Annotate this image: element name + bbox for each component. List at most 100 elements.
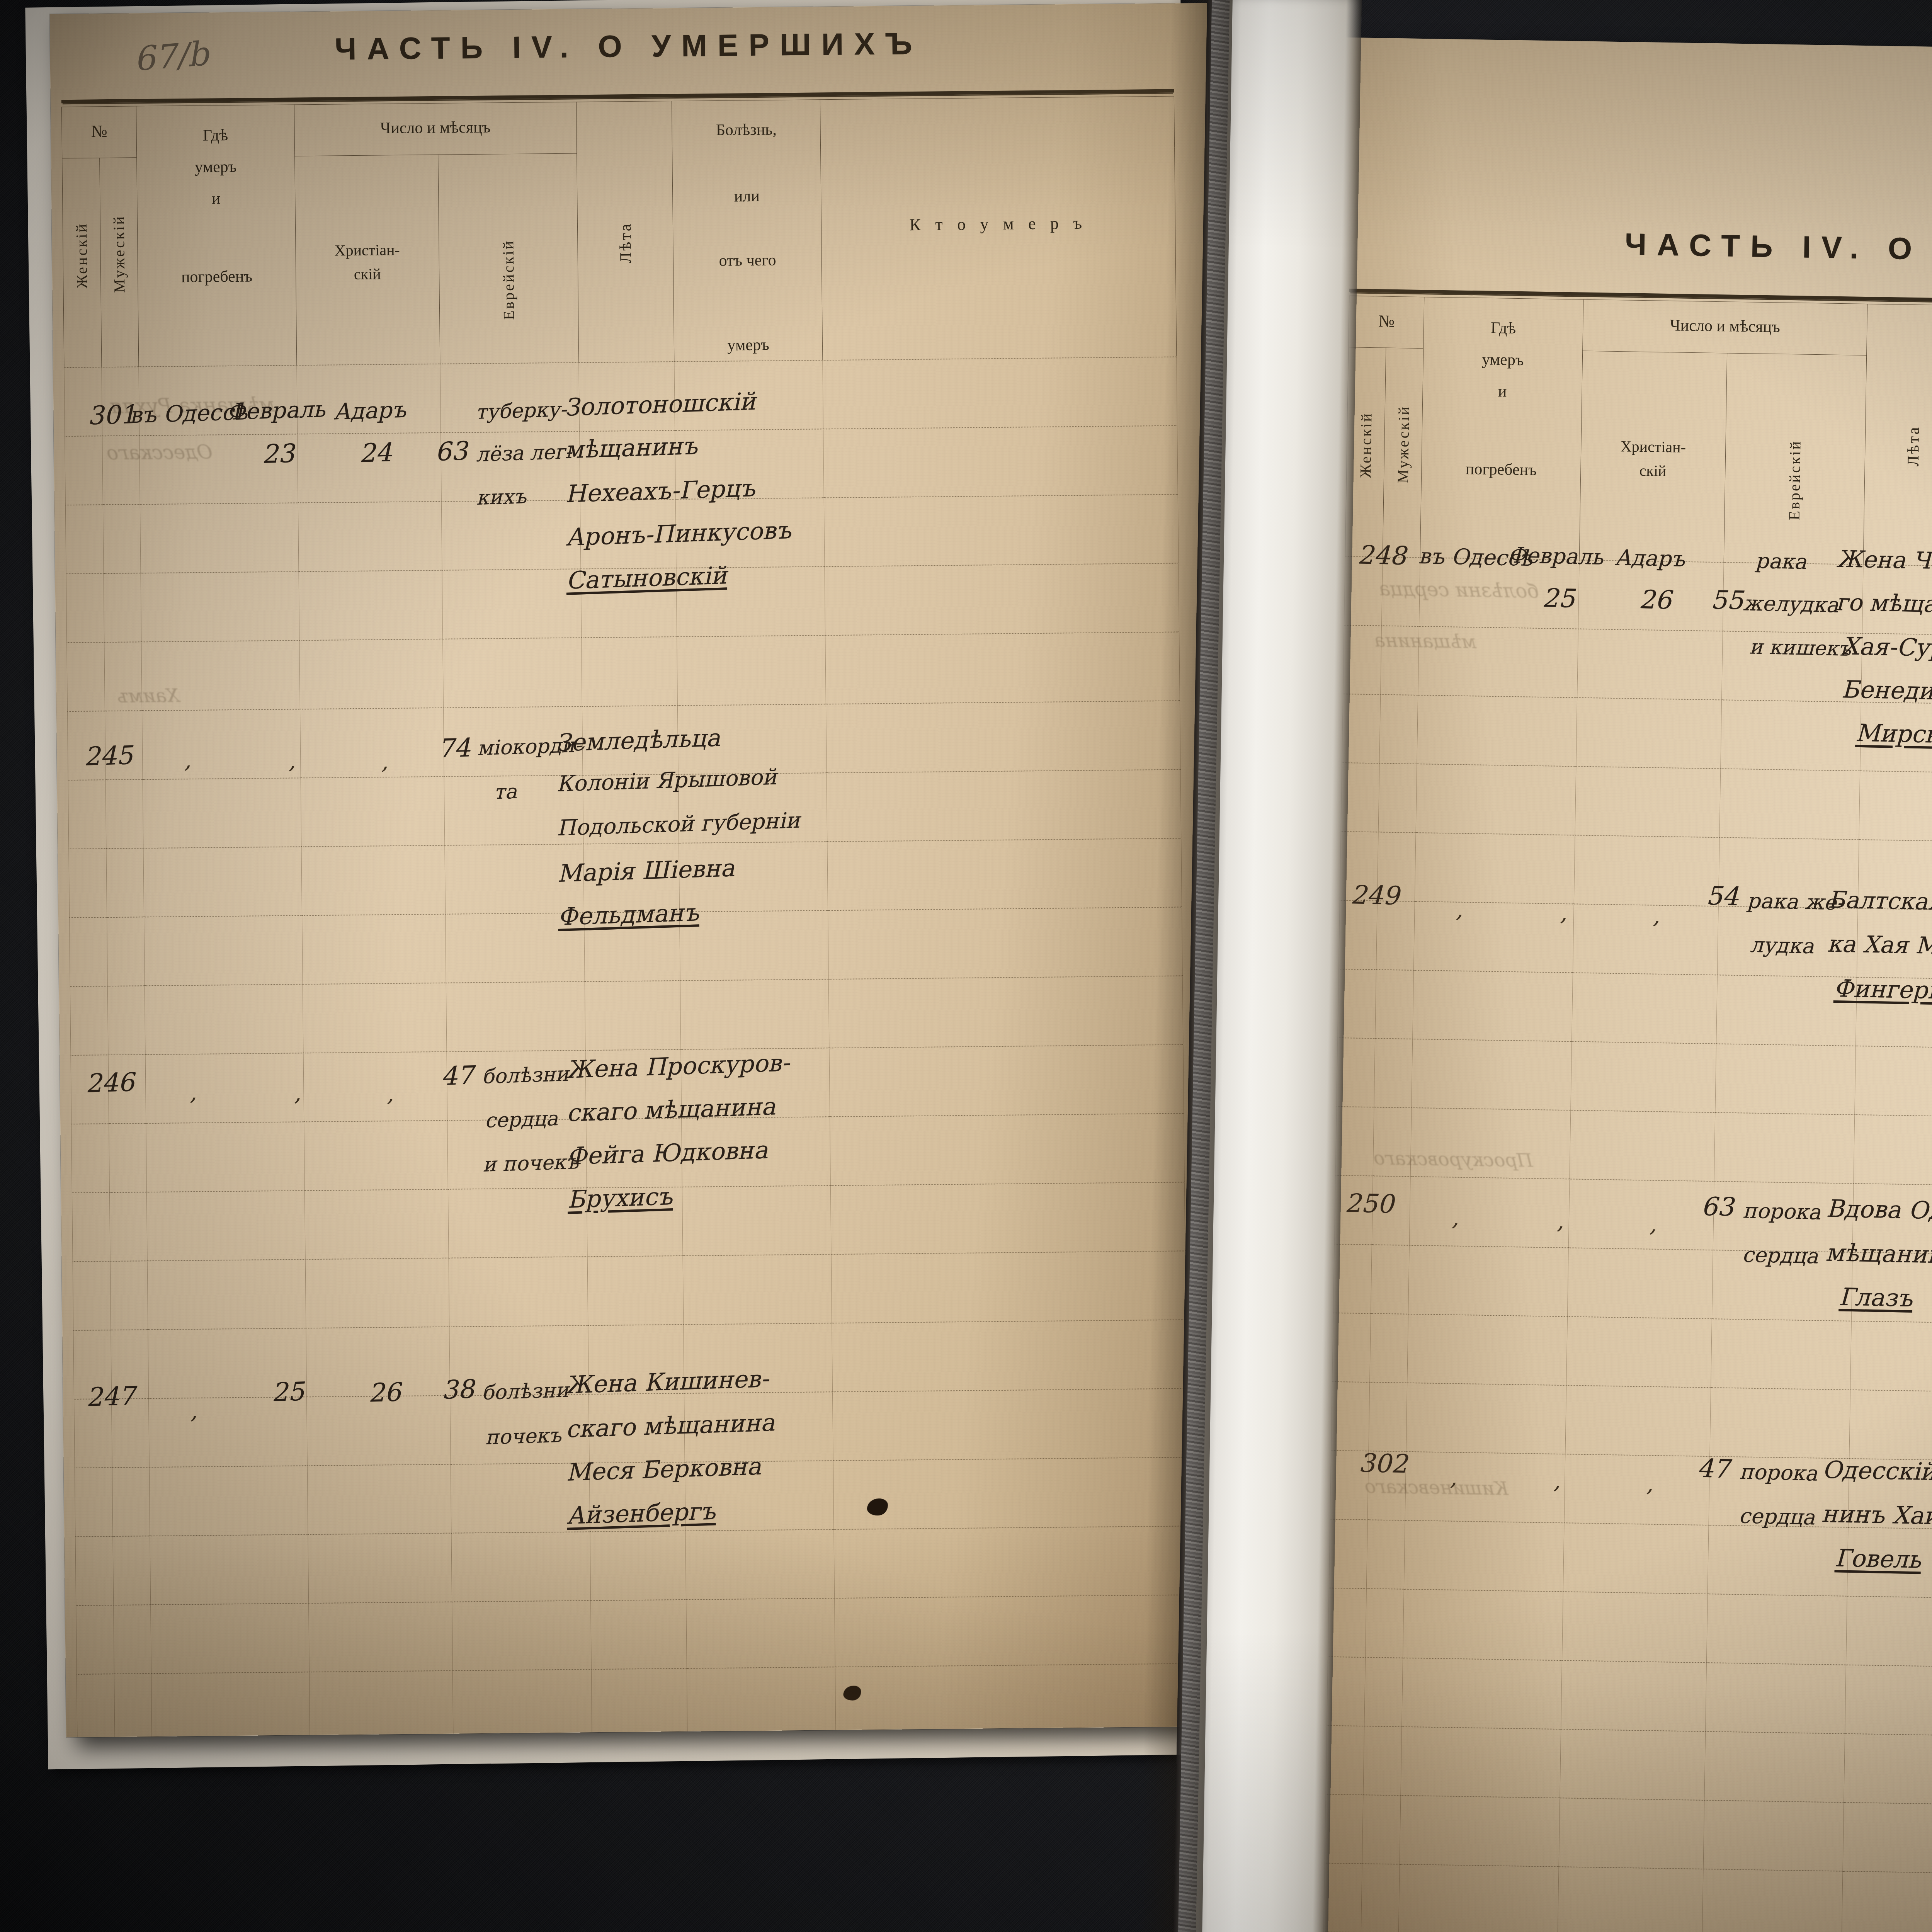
th-number: №	[61, 106, 136, 158]
entry-hebrew-day: 26	[368, 1377, 401, 1408]
entry-hebrew-ditto: ,	[1646, 1471, 1654, 1497]
entry-years: 74	[437, 733, 471, 764]
entry-who-line: Айзенбергъ	[566, 1497, 716, 1529]
entry-where-ditto: ,	[1450, 1465, 1458, 1490]
entry-christian-ditto: ,	[294, 1080, 301, 1105]
right-ghost-writing-c: Проскуровскаго	[1375, 1147, 1535, 1171]
th-where: Гдѣ умеръ и погребенъ	[1420, 297, 1583, 560]
entry-who-line: Одесскій мѣща-	[1822, 1456, 1932, 1488]
entry-hebrew-ditto: ,	[1650, 1212, 1657, 1237]
entry-christian-ditto: ,	[1557, 1209, 1564, 1234]
entry-who-line: Марія Шіевна	[557, 854, 735, 888]
entry-hebrew-month: Адаръ	[333, 396, 406, 425]
entry-illness-line: кихъ	[476, 485, 527, 509]
th-where: Гдѣ умеръ и погребенъ	[136, 105, 297, 367]
entry-where-ditto: ,	[1456, 897, 1463, 922]
th-years: Лѣта	[1863, 304, 1932, 566]
entry-who-line: Фельдманъ	[557, 898, 699, 931]
entry-years: 63	[434, 436, 468, 467]
entry-hebrew-day: 26	[1638, 585, 1672, 615]
entry-who-line: Земледѣльца	[556, 723, 721, 757]
entry-who-line: ка Хая Мойшевна	[1827, 930, 1932, 961]
entry-where-ditto: ,	[190, 1080, 197, 1105]
entry-no: 250	[1345, 1188, 1394, 1219]
entry-no: 248	[1357, 540, 1406, 571]
entry-illness-line: сердца	[1738, 1503, 1815, 1529]
entry-illness-line: туберку-	[475, 398, 567, 423]
entry-who-line: Фингерманъ	[1833, 974, 1932, 1005]
entry-hebrew-ditto: ,	[1653, 903, 1660, 929]
entry-illness-line: почекъ	[485, 1423, 561, 1449]
entry-illness-line: и кишекъ	[1749, 635, 1851, 660]
entry-christian-ditto: ,	[289, 748, 296, 773]
th-male: Мужескій	[1383, 348, 1423, 558]
entry-where-ditto: ,	[190, 1398, 197, 1423]
entry-who-line: Хая-Сура	[1842, 632, 1932, 662]
page-title: ЧАСТЬ IV. О УМЕРШИХЪ	[1624, 227, 1932, 270]
entry-illness-line: та	[493, 780, 517, 804]
entry-illness-line: и почекъ	[482, 1150, 579, 1176]
left-ghost-writing-b: Одесскаго	[108, 440, 214, 464]
entry-no: 249	[1350, 880, 1400, 911]
entry-christian-ditto: ,	[1560, 900, 1568, 925]
entry-who-line: го мѣщанина	[1835, 588, 1932, 619]
entry-who-line: Брухисъ	[567, 1182, 673, 1214]
right-ghost-writing-a: болѣзни сердца	[1380, 577, 1540, 602]
entry-where-ditto: ,	[184, 748, 191, 773]
entry-years: 54	[1706, 881, 1739, 912]
th-male: Мужескій	[99, 158, 139, 367]
entry-christian-day: 23	[261, 439, 294, 469]
entry-illness-line: рака	[1755, 549, 1807, 574]
entry-years: 47	[1697, 1454, 1730, 1484]
entry-illness-line: лёза лег-	[476, 440, 572, 466]
page-title: ЧАСТЬ IV. О УМЕРШИХЪ	[335, 26, 923, 66]
entry-christian-month: Февраль	[1508, 543, 1604, 570]
entry-years: 47	[440, 1060, 474, 1091]
entry-illness-line: желудка	[1743, 591, 1838, 617]
th-date-christian: Христіан- скій	[294, 155, 440, 365]
th-date-christian: Христіан- скій	[1579, 351, 1727, 563]
entry-years: 38	[441, 1374, 474, 1405]
entry-illness-line: лудка	[1750, 933, 1814, 958]
entry-hebrew-month: Адаръ	[1614, 545, 1685, 571]
th-date-hebrew: Еврейскій	[438, 153, 579, 364]
entry-years: 63	[1701, 1192, 1734, 1222]
left-page-title-row: ЧАСТЬ IV. О УМЕРШИХЪ	[50, 23, 1208, 70]
entry-illness-line: порока	[1743, 1198, 1821, 1224]
entry-christian-ditto: ,	[1554, 1468, 1561, 1493]
entry-where-ditto: ,	[1452, 1206, 1459, 1231]
left-ghost-writing-c: Хаимъ	[118, 684, 181, 707]
entry-who-line: мѣщанина Рухля	[1825, 1238, 1932, 1271]
th-who: К т о у м е р ъ	[820, 96, 1176, 360]
entry-who-line: мѣщанинъ	[564, 432, 698, 464]
right-ghost-writing-b: мѣщанина	[1375, 629, 1478, 652]
entry-illness-line: порока	[1739, 1459, 1818, 1485]
right-register-page: 1072 670 ЧАСТЬ IV. О УМЕРШИХЪ 5 № Гдѣ	[1312, 37, 1932, 1932]
left-register-page: 67/b ЧАСТЬ IV. О УМЕРШИХЪ № Гдѣ	[50, 3, 1224, 1738]
th-illness: Болѣзнь, или отъ чего умеръ	[672, 100, 823, 362]
entry-no: 245	[83, 740, 133, 772]
entry-illness-line: сердца	[484, 1107, 558, 1132]
th-number: №	[1349, 296, 1424, 349]
entry-hebrew-day: 24	[359, 437, 392, 468]
entry-illness-line: болѣзни	[481, 1378, 569, 1404]
entry-who-line: Балтская мѣщан-	[1828, 886, 1932, 917]
entry-no: 302	[1358, 1448, 1408, 1479]
entry-christian-day: 25	[271, 1377, 304, 1408]
entry-who-line: Глазъ	[1838, 1282, 1913, 1312]
entry-illness-line: сердца	[1742, 1242, 1818, 1268]
th-female: Женскій	[62, 158, 102, 368]
entry-christian-month: Февраль	[226, 396, 326, 425]
th-date-hebrew: Еврейскій	[1724, 353, 1867, 565]
right-table: № Гдѣ умеръ и погребенъ Число и мѣсяцъ Л…	[1322, 296, 1932, 1932]
th-years: Лѣта	[576, 101, 674, 363]
entry-no: 247	[86, 1381, 135, 1412]
entry-hebrew-ditto: ,	[387, 1081, 394, 1106]
entry-christian-day: 25	[1542, 583, 1575, 614]
right-ghost-writing-d: Кишиневскаго	[1366, 1475, 1510, 1499]
entry-no: 246	[85, 1067, 134, 1099]
entry-who-line: Бенедиктовна	[1841, 675, 1932, 707]
entry-who-line: Мирская	[1855, 719, 1932, 749]
entry-who-line: Сатыновскій	[566, 561, 727, 594]
th-date-group: Число и мѣсяцъ	[294, 102, 577, 156]
